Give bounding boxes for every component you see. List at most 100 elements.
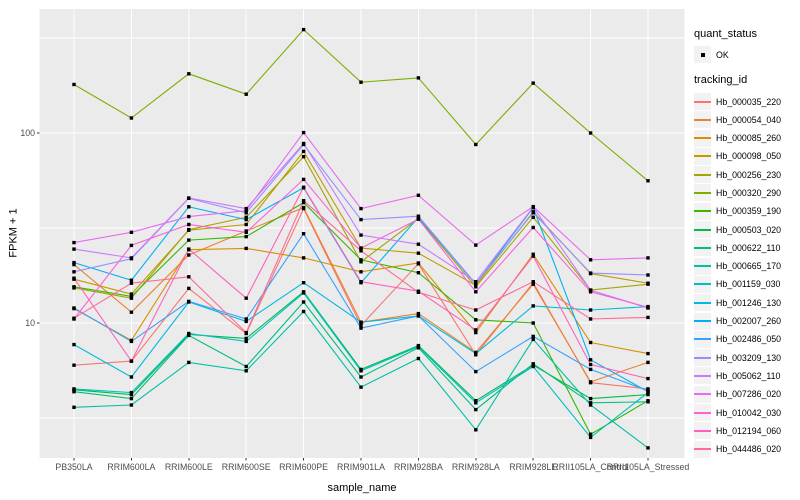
quant-status-legend-entry: OK (694, 46, 781, 63)
data-point-marker (359, 323, 363, 328)
x-tick-label: RRIM600PE (279, 462, 329, 472)
legend-key-box (694, 330, 711, 348)
data-point-marker (531, 321, 535, 325)
data-point-marker (72, 342, 76, 347)
data-point-marker (359, 80, 363, 84)
data-point-marker (531, 304, 535, 308)
data-point-marker (531, 362, 535, 366)
legend-entry: Hb_002486_050 (694, 330, 782, 348)
legend-entry: Hb_002007_260 (694, 312, 781, 330)
data-point-marker (244, 339, 248, 344)
data-point-marker (588, 401, 593, 405)
legend-label: Hb_007286_020 (716, 389, 782, 400)
data-point-marker (531, 254, 535, 258)
data-point-marker (187, 286, 191, 291)
data-point-marker (187, 72, 191, 76)
legend-line-swatch (694, 246, 711, 249)
legend-line-swatch (694, 411, 711, 414)
data-point-marker (129, 294, 134, 299)
data-point-marker (244, 215, 248, 219)
legend-line-swatch (694, 265, 711, 268)
data-point-marker (129, 310, 134, 314)
legend-line-swatch (694, 210, 711, 213)
legend-entry: Hb_003209_130 (694, 349, 781, 367)
data-point-marker (416, 193, 421, 197)
x-tick-label: RRII105LA_Control (552, 462, 629, 472)
data-point-marker (244, 234, 248, 239)
data-point-marker (244, 209, 248, 213)
x-tick-label: RRIM901LA (337, 462, 385, 472)
data-point-marker (244, 369, 248, 373)
data-point-marker (301, 300, 306, 304)
legend-key-box (694, 275, 711, 293)
legend-entry: Hb_044486_020 (694, 440, 781, 458)
data-point-marker (416, 314, 421, 318)
data-point-marker (187, 227, 191, 232)
data-point-marker (129, 296, 134, 300)
legend-label: Hb_000359_190 (716, 206, 782, 217)
data-point-marker (531, 211, 535, 215)
data-point-marker (416, 214, 421, 218)
legend-entry: Hb_000622_110 (694, 239, 781, 257)
data-point-marker (646, 392, 650, 397)
legend-key-box (694, 257, 711, 275)
legend-key-box (694, 239, 711, 257)
black-point-icon (700, 52, 705, 57)
data-point-marker (72, 276, 76, 280)
data-point-marker (359, 260, 363, 264)
legend-line-swatch (694, 155, 711, 158)
data-point-marker (301, 309, 306, 314)
legend-line-swatch (694, 228, 711, 231)
data-point-marker (474, 328, 478, 332)
data-point-marker (129, 403, 134, 407)
data-point-marker (474, 282, 478, 286)
data-point-marker (646, 400, 650, 404)
x-tick-label: RRIM600LA (107, 462, 156, 472)
data-point-marker (588, 403, 593, 407)
data-point-marker (244, 246, 248, 251)
data-point-marker (244, 206, 248, 211)
data-point-marker (531, 204, 535, 209)
data-point-marker (416, 271, 421, 275)
legend-line-swatch (694, 191, 711, 194)
x-tick-label: RRII105LA_Stressed (606, 462, 690, 472)
data-point-marker (359, 249, 363, 253)
data-point-marker (359, 233, 363, 237)
legend-key-box (694, 440, 711, 458)
legend-line-swatch (694, 393, 711, 396)
legend-label: Hb_012194_060 (716, 425, 782, 436)
data-point-marker (416, 261, 421, 265)
data-point-marker (129, 243, 134, 248)
data-point-marker (474, 401, 478, 405)
data-point-marker (359, 320, 363, 324)
x-tick-label: RRIM600LE (164, 462, 213, 472)
data-point-marker (187, 222, 191, 227)
data-point-marker (474, 407, 478, 412)
legend-entry: Hb_000054_040 (694, 111, 781, 129)
x-tick-label: RRIM600SE (221, 462, 271, 472)
data-point-marker (301, 199, 306, 203)
data-point-marker (301, 281, 306, 285)
legend-entry: Hb_001159_030 (694, 275, 781, 293)
data-point-marker (646, 256, 650, 260)
data-point-marker (588, 308, 593, 312)
data-point-marker (588, 317, 593, 321)
data-point-marker (588, 358, 593, 362)
legend-key-box (694, 147, 711, 165)
data-point-marker (244, 296, 248, 300)
data-point-marker (129, 256, 134, 260)
legend-label: Hb_002486_050 (716, 334, 782, 345)
data-point-marker (187, 247, 191, 251)
data-point-marker (72, 285, 76, 289)
legend-label: Hb_000503_020 (716, 224, 782, 235)
data-point-marker (359, 375, 363, 379)
data-point-marker (72, 240, 76, 245)
data-point-marker (244, 230, 248, 234)
data-point-marker (129, 116, 134, 120)
legend-line-swatch (694, 118, 711, 121)
data-point-marker (416, 311, 421, 316)
data-point-marker (301, 232, 306, 236)
data-point-marker (301, 200, 306, 205)
legend-entry: Hb_000085_260 (694, 129, 781, 147)
